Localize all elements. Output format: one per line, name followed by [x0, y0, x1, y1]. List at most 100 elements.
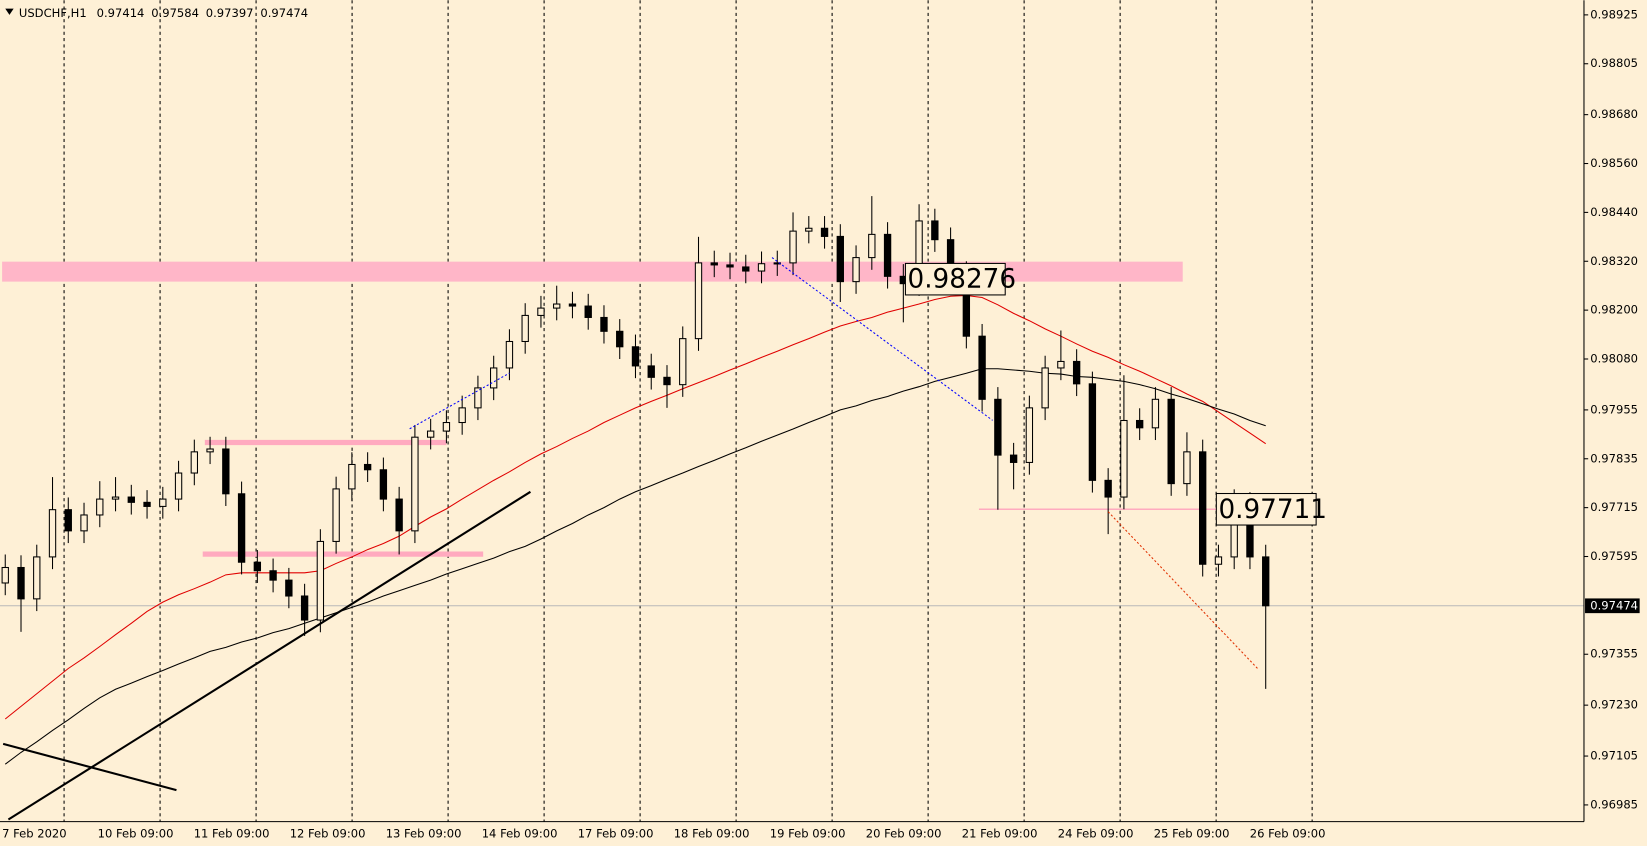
candle-body — [143, 501, 151, 507]
candle-body — [206, 448, 214, 453]
price-annotation-box — [904, 262, 1006, 296]
x-tick-label: 12 Feb 09:00 — [290, 827, 366, 841]
x-tick-label: 24 Feb 09:00 — [1058, 827, 1134, 841]
y-tick-label: 0.98805 — [1590, 56, 1638, 70]
price-annotation: 0.97711 — [1218, 495, 1327, 525]
price-annotation: 0.98276 — [908, 265, 1017, 295]
candle-body — [726, 264, 734, 268]
candle-body — [568, 303, 577, 307]
candle-body — [64, 509, 72, 532]
y-tick-label: 0.98320 — [1590, 254, 1638, 268]
low-value: 0.97397 — [206, 5, 254, 19]
candle-body — [17, 566, 25, 600]
x-tick-label: 11 Feb 09:00 — [194, 827, 270, 841]
candle-body — [883, 233, 892, 277]
open-value: 0.97414 — [97, 5, 145, 19]
candle-body — [631, 346, 640, 367]
symbol: USDCHF,H1 — [19, 5, 87, 19]
x-tick-label: 10 Feb 09:00 — [98, 827, 174, 841]
moving-average — [4, 294, 1267, 720]
candle-body — [742, 266, 750, 272]
y-tick-label: 0.98680 — [1590, 107, 1638, 121]
candle-body — [332, 488, 340, 542]
candle-body — [1167, 398, 1175, 485]
y-tick-label: 0.98200 — [1590, 303, 1638, 317]
candle-body — [237, 493, 246, 563]
trend-line — [7, 490, 532, 821]
y-tick-label: 0.98440 — [1590, 205, 1638, 219]
candle-body — [505, 340, 514, 369]
candle-body — [490, 367, 498, 389]
last-price-tag — [1585, 598, 1640, 614]
moving-average — [4, 368, 1266, 765]
candle-body — [1009, 454, 1018, 463]
candle-body — [411, 436, 419, 532]
candle-body — [190, 451, 198, 474]
candle-body — [600, 316, 608, 332]
candle-body — [1151, 398, 1160, 429]
candle-body — [111, 496, 120, 500]
candle-body — [1, 566, 9, 584]
high-value: 0.97584 — [151, 5, 199, 19]
candle-body — [1025, 407, 1034, 463]
candle-body — [978, 335, 986, 400]
candle-body — [584, 305, 592, 318]
y-tick-label: 0.98080 — [1590, 351, 1638, 365]
menu-arrow[interactable] — [5, 8, 14, 15]
candle-body — [820, 227, 829, 237]
candle-body — [553, 303, 561, 309]
candle-body — [1214, 556, 1223, 565]
x-tick-label: 21 Feb 09:00 — [962, 827, 1038, 841]
candle-body — [174, 472, 183, 500]
header: USDCHF,H1 0.97414 0.97584 0.97397 0.9747… — [19, 5, 308, 19]
y-tick-label: 0.97105 — [1590, 749, 1638, 763]
candle-body — [269, 570, 277, 581]
y-tick-label: 0.97355 — [1590, 647, 1638, 661]
candle-body — [127, 496, 135, 503]
close-value: 0.97474 — [260, 5, 308, 19]
candle-body — [757, 263, 766, 272]
candle-body — [253, 561, 262, 572]
candle-body — [994, 398, 1002, 456]
candle-body — [616, 330, 624, 348]
x-tick-label: 7 Feb 2020 — [2, 827, 67, 841]
candle-body — [868, 233, 876, 259]
y-tick-label: 0.97230 — [1590, 698, 1638, 712]
candle-body — [395, 498, 403, 532]
candle-body — [159, 498, 167, 507]
candle-body — [300, 595, 309, 621]
candle-body — [474, 387, 482, 409]
x-tick-label: 20 Feb 09:00 — [866, 827, 942, 841]
candle-body — [1088, 383, 1097, 481]
candle-body — [379, 469, 388, 500]
candle-body — [442, 422, 451, 432]
candle-body — [852, 257, 860, 283]
candle-body — [1041, 367, 1049, 409]
candle-body — [694, 262, 703, 340]
candle-body — [789, 230, 797, 264]
candle-body — [48, 509, 57, 558]
x-tick-label: 17 Feb 09:00 — [578, 827, 654, 841]
x-tick-label: 18 Feb 09:00 — [674, 827, 750, 841]
candle-body — [33, 556, 41, 600]
plot: 0.98276 0.97711 — [0, 196, 1584, 765]
candle-body — [537, 307, 545, 316]
y-tick-label: 0.97715 — [1590, 500, 1638, 514]
candle-body — [426, 430, 435, 438]
candle-body — [931, 220, 939, 241]
candle-body — [836, 235, 844, 283]
candle-body — [679, 338, 687, 386]
dotted-line — [771, 257, 993, 421]
candle-body — [222, 448, 230, 495]
dotted-line — [1107, 511, 1259, 670]
candle-body — [1104, 479, 1112, 498]
y-tick-label: 0.97595 — [1590, 549, 1638, 563]
candle-body — [1057, 360, 1065, 369]
candle-body — [1072, 360, 1081, 385]
y-tick-label: 0.98925 — [1590, 7, 1638, 21]
candle-body — [348, 463, 356, 490]
last-price-label: 0.97474 — [1590, 598, 1638, 612]
